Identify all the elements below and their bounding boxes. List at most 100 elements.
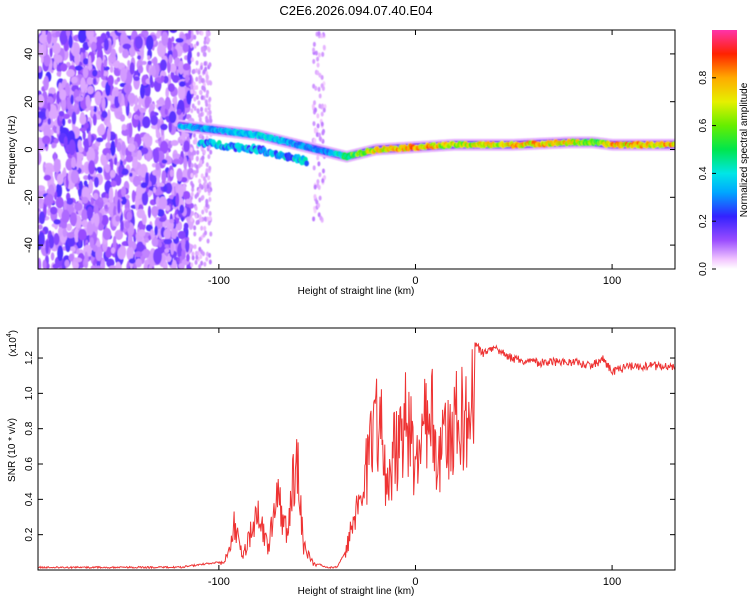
heatmap-noise-cell (200, 225, 204, 231)
heatmap-noise-cell (71, 246, 76, 252)
heatmap-noise-cell (198, 197, 202, 203)
heatmap-noise-cell (187, 167, 195, 180)
heatmap-noise-cell (169, 63, 177, 73)
heatmap-noise-cell (51, 105, 57, 120)
heatmap-noise-cell (95, 57, 103, 71)
heatmap-noise-cell (182, 63, 191, 71)
heatmap-noise-cell (83, 175, 89, 181)
heatmap-noise-cell (200, 260, 204, 266)
heatmap-noise-cell (103, 38, 109, 51)
heatmap-noise-cell (121, 141, 126, 156)
heatmap-noise-cell (203, 216, 207, 222)
heatmap-noise-cell (157, 208, 165, 217)
heatmap-noise-cell (131, 189, 136, 203)
heatmap-noise-cell (100, 257, 106, 269)
heatmap-noise-cell (321, 51, 325, 57)
heatmap-noise-cell (195, 192, 199, 198)
heatmap-noise-cell (316, 155, 320, 161)
heatmap-noise-cell (208, 259, 212, 265)
heatmap-noise-cell (203, 261, 207, 267)
heatmap-noise-cell (193, 225, 197, 231)
snr-y-scale-base: (x104) (6, 330, 19, 357)
heatmap-noise-cell (48, 234, 55, 249)
heatmap-noise-cell (38, 65, 42, 73)
heatmap-noise-cell (322, 107, 326, 113)
heatmap-noise-cell (190, 162, 194, 168)
heatmap-noise-cell (121, 128, 130, 136)
heatmap-noise-cell (172, 97, 177, 104)
heatmap-noise-cell (77, 30, 87, 43)
heatmap-noise-cell (60, 63, 68, 72)
heatmap-noise-cell (62, 167, 67, 179)
heatmap-noise-cell (208, 165, 212, 171)
heatmap-noise-cell (38, 211, 46, 225)
heatmap-noise-cell (93, 105, 97, 113)
heatmap-noise-cell (38, 257, 42, 269)
heatmap-noise-cell (316, 56, 320, 62)
heatmap-noise-cell (108, 265, 118, 269)
colorbar-gradient (712, 30, 737, 269)
heatmap-noise-cell (66, 95, 72, 111)
heatmap-noise-cell (172, 153, 182, 159)
heatmap-y-ticks: -40 -20 0 20 40 (23, 48, 675, 253)
snr-x-ticks: -100 0 100 (208, 328, 621, 588)
x-tick-label: -100 (208, 275, 230, 287)
heatmap-noise-cell (48, 87, 56, 95)
heatmap-noise-cell (135, 258, 142, 268)
heatmap-noise-cell (144, 237, 150, 243)
heatmap-noise-cell (90, 41, 97, 52)
heatmap-noise-cell (43, 124, 51, 139)
heatmap-noise-cell (140, 112, 144, 119)
heatmap-noise-cell (316, 62, 320, 68)
heatmap-noise-cell (43, 75, 49, 91)
heatmap-noise-cell (74, 65, 83, 71)
heatmap-noise-cell (71, 156, 76, 169)
heatmap-noise-cell (191, 187, 195, 193)
heatmap-noise-cell (110, 48, 117, 59)
heatmap-noise-cell (176, 168, 183, 182)
heatmap-noise-cell (38, 137, 43, 151)
heatmap-noise-cell (73, 257, 83, 263)
heatmap-noise-cell (50, 252, 55, 261)
heatmap-noise-cell (43, 174, 52, 181)
heatmap-noise-cell (187, 157, 192, 168)
colorbar: 0.0 0.2 0.4 0.6 0.8 Normalized spectral ampl… (698, 30, 750, 276)
heatmap-noise-cell (178, 81, 186, 88)
heatmap-noise-cell (194, 137, 198, 143)
heatmap-noise-cell (38, 224, 43, 230)
heatmap-noise-cell (107, 94, 113, 102)
heatmap-noise-cell (156, 175, 160, 188)
heatmap-noise-cell (53, 219, 61, 225)
heatmap-noise-cell (316, 179, 320, 185)
heatmap-noise-cell (101, 214, 109, 226)
heatmap-noise-cell (62, 118, 66, 127)
heatmap-noise-cell (195, 155, 199, 161)
heatmap-noise-cell (202, 149, 206, 155)
heatmap-noise-cell (85, 30, 95, 41)
heatmap-noise-cell (137, 65, 144, 74)
heatmap-noise-cell (313, 100, 317, 106)
heatmap-noise-cell (121, 186, 127, 198)
heatmap-noise-cell (157, 43, 166, 58)
heatmap-noise-cell (172, 159, 181, 164)
heatmap-noise-cell (175, 192, 180, 207)
heatmap-noise-cell (196, 30, 200, 36)
heatmap-noise-cell (191, 183, 195, 189)
heatmap-noise-cell (313, 107, 317, 113)
y-tick-label: -40 (23, 237, 35, 253)
heatmap-noise-cell (116, 76, 121, 82)
heatmap-noise-cell (94, 176, 99, 188)
heatmap-noise-cell (38, 111, 46, 119)
heatmap-noise-cell (208, 211, 212, 217)
heatmap-noise-cell (196, 51, 200, 57)
heatmap-noise-cell (159, 59, 167, 71)
heatmap-noise-cell (200, 46, 204, 52)
heatmap-noise-cell (316, 113, 320, 119)
heatmap-noise-cell (185, 239, 190, 253)
heatmap-noise-cell (317, 184, 321, 190)
heatmap-noise-cell (162, 260, 168, 269)
heatmap-noise-cell (167, 37, 173, 51)
heatmap-noise-cell (42, 135, 51, 145)
heatmap-noise-cell (198, 264, 202, 269)
